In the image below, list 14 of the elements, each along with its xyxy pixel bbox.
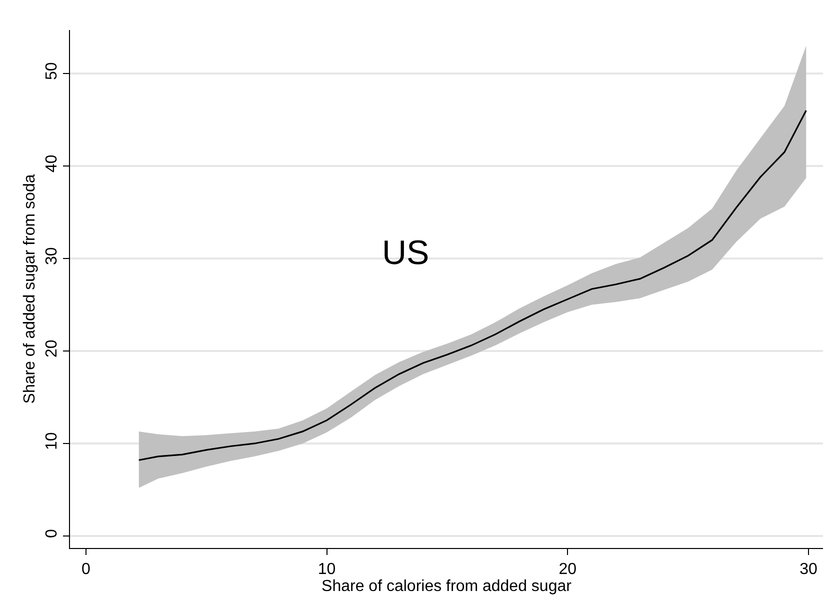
y-axis-title: Share of added sugar from soda bbox=[22, 174, 38, 404]
y-tick-label: 40 bbox=[44, 154, 61, 172]
x-tick-label: 0 bbox=[81, 561, 90, 578]
x-tick-label: 20 bbox=[558, 561, 577, 578]
y-tick-label: 20 bbox=[44, 340, 61, 358]
y-tick-label: 10 bbox=[44, 432, 61, 450]
y-tick-label: 30 bbox=[44, 247, 61, 265]
x-axis-title: Share of calories from added sugar bbox=[322, 578, 572, 596]
line-series bbox=[138, 110, 807, 461]
annotation: US bbox=[382, 234, 430, 272]
x-tick-label: 10 bbox=[318, 561, 336, 578]
x-tick-label: 30 bbox=[800, 561, 818, 578]
y-tick-label: 0 bbox=[44, 529, 61, 538]
y-tick-label: 50 bbox=[44, 62, 61, 80]
